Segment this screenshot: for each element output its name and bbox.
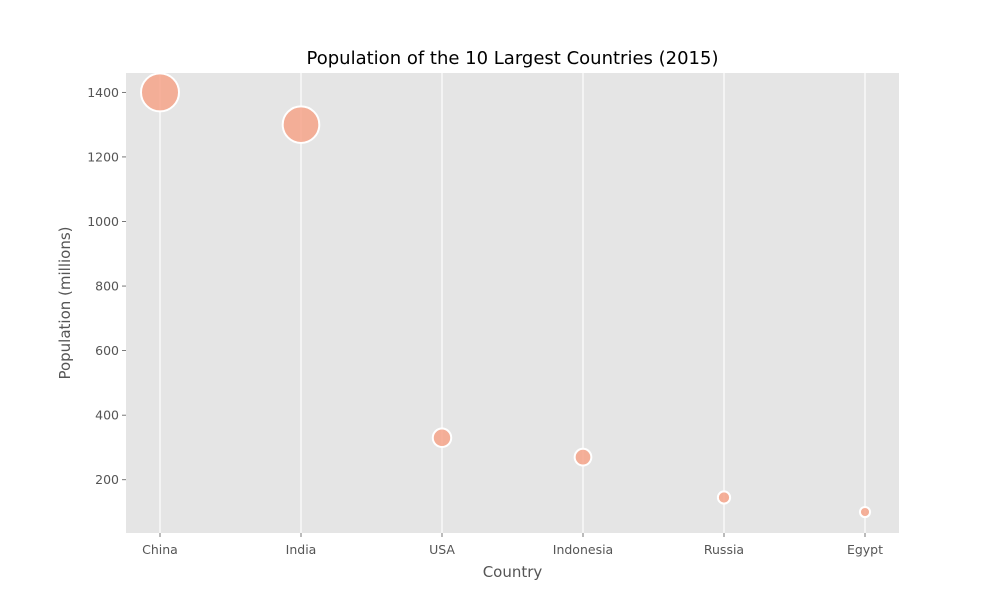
x-tick-label: Indonesia — [553, 542, 613, 557]
x-tick-label: USA — [429, 542, 455, 557]
y-tick-label: 400 — [95, 408, 119, 423]
x-tick-label: China — [142, 542, 178, 557]
x-axis-label: Country — [483, 563, 543, 581]
y-tick-label: 1000 — [87, 214, 119, 229]
data-point-bubble — [573, 447, 593, 467]
data-point-bubble — [431, 427, 453, 448]
chart-title: Population of the 10 Largest Countries (… — [307, 48, 719, 69]
bubbles — [140, 72, 872, 519]
data-point-bubble — [281, 105, 321, 144]
y-tick-label: 800 — [95, 279, 119, 294]
y-tick-labels: 200 400 600 800 1000 1200 1400 — [87, 85, 126, 487]
y-tick-label: 1200 — [87, 149, 119, 164]
plot-background — [126, 73, 899, 533]
x-tick-labels: China India USA Indonesia Russia Egypt — [142, 533, 883, 557]
y-tick-label: 200 — [95, 472, 119, 487]
x-tick-label: India — [286, 542, 317, 557]
x-tick-label: Egypt — [847, 542, 883, 557]
data-point-bubble — [140, 72, 180, 113]
y-tick-label: 600 — [95, 343, 119, 358]
y-tick-label: 1400 — [87, 85, 119, 100]
data-point-bubble — [716, 490, 732, 505]
y-axis-label: Population (millions) — [56, 226, 74, 379]
x-tick-label: Russia — [704, 542, 744, 557]
data-point-bubble — [858, 505, 872, 519]
grid-lines — [159, 73, 866, 533]
